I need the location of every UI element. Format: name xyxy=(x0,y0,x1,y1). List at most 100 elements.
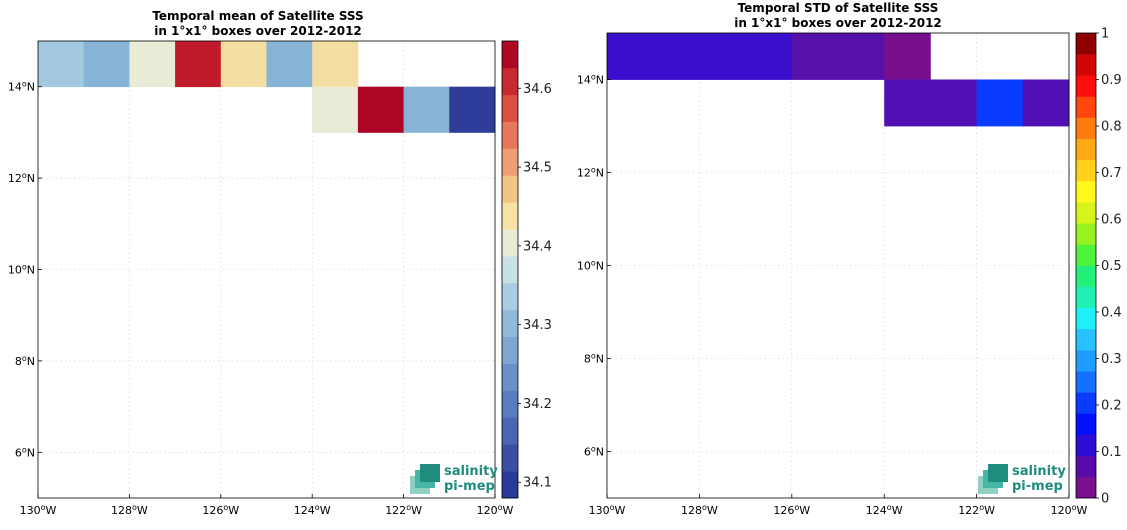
mean-map-colorbar-segment xyxy=(502,417,518,445)
std-map-cell xyxy=(699,33,746,80)
std-map-cell xyxy=(791,33,839,80)
std-map-y-tick-label: 12oN xyxy=(577,166,604,180)
mean-map-colorbar-segment xyxy=(502,309,518,338)
mean-map-cell xyxy=(357,86,404,133)
std-map-colorbar-segment xyxy=(1076,307,1096,330)
std-map-title-line1: Temporal STD of Satellite SSS xyxy=(738,1,939,15)
mean-map-y-tick-label: 12oN xyxy=(8,171,35,185)
std-map-colorbar-segment xyxy=(1076,75,1096,97)
mean-map-title-line2: in 1°x1° boxes over 2012-2012 xyxy=(154,24,362,38)
mean-map-colorbar-segment xyxy=(502,94,518,122)
std-map-colorbar-segment xyxy=(1076,265,1096,287)
std-map-colorbar-segment xyxy=(1076,286,1096,309)
std-map-cells xyxy=(607,33,1070,127)
std-map-cell xyxy=(653,33,700,80)
std-map-x-tick-label: 124oW xyxy=(866,503,903,517)
mean-map-colorbar-segment xyxy=(502,444,518,472)
mean-map-cell xyxy=(83,41,130,88)
mean-map-colorbar-segment xyxy=(502,121,518,149)
std-map-colorbar-tick-label: 0 xyxy=(1101,492,1109,507)
mean-map-colorbar-frame xyxy=(501,40,519,499)
std-map-cell xyxy=(745,33,793,80)
std-map-colorbar-segment xyxy=(1076,350,1096,372)
mean-map-colorbar-segment xyxy=(502,471,518,499)
std-map-colorbar-segment xyxy=(1076,455,1096,478)
std-map-colorbar-tick-label: 0.7 xyxy=(1101,166,1122,181)
mean-map-y-axis: 6oN 8oN 10oN 12oN 14oN xyxy=(8,80,42,459)
salinity-logo-icon xyxy=(410,464,440,494)
mean-map-x-tick-label: 128oW xyxy=(111,503,148,517)
logo-text-salinity: salinity xyxy=(444,464,498,479)
mean-map-x-tick-label: 124oW xyxy=(294,503,331,517)
std-map-colorbar-tick-label: 1 xyxy=(1101,27,1109,42)
mean-map-colorbar-segment xyxy=(502,202,518,230)
mean-map-colorbar-segment xyxy=(502,229,518,257)
std-map-colorbar-segment xyxy=(1076,159,1096,182)
mean-map-colorbar-segment xyxy=(502,363,518,391)
std-map-x-axis: 130oW 128oW 126oW 124oW 122oW 120oW xyxy=(589,494,1088,517)
std-map-colorbar-tick-label: 0.9 xyxy=(1101,73,1122,88)
mean-map-y-tick-label: 10oN xyxy=(8,263,35,277)
logo-text-salinity: salinity xyxy=(1012,464,1066,479)
mean-map-colorbar-segment xyxy=(502,256,518,284)
mean-map-colorbar-tick-label: 34.3 xyxy=(523,318,552,333)
mean-map-x-tick-label: 122oW xyxy=(385,503,422,517)
logo-text-pi-mep: pi-mep xyxy=(444,479,495,494)
mean-map-colorbar-segment xyxy=(502,67,518,96)
std-map-title-line2: in 1°x1° boxes over 2012-2012 xyxy=(734,16,942,30)
std-map-x-tick-label: 126oW xyxy=(773,503,810,517)
std-map-logo: salinity pi-mep xyxy=(978,464,1066,494)
std-map-colorbar-segment xyxy=(1076,117,1096,139)
mean-map-colorbar-tick-label: 34.5 xyxy=(523,161,552,176)
std-map-colorbar-tick-label: 0.4 xyxy=(1101,306,1122,321)
mean-map-colorbar-tick-label: 34.6 xyxy=(523,82,552,97)
mean-map-cell xyxy=(312,86,359,133)
std-map-colorbar-segment xyxy=(1076,476,1096,499)
std-map-colorbar-segment xyxy=(1076,180,1096,203)
mean-map-title-line1: Temporal mean of Satellite SSS xyxy=(152,9,363,23)
std-map-cell xyxy=(976,79,1024,127)
std-map-cell xyxy=(884,79,931,127)
mean-map-colorbar-tick-label: 34.1 xyxy=(523,476,552,491)
std-map-colorbar-segment xyxy=(1076,244,1096,266)
std-map-cell xyxy=(607,33,654,80)
mean-map-cell xyxy=(312,41,359,88)
salinity-logo-icon xyxy=(978,464,1008,494)
std-map-y-tick-label: 10oN xyxy=(577,259,604,273)
std-map-colorbar-segment xyxy=(1076,54,1096,76)
mean-map-cell xyxy=(403,86,450,133)
mean-map-y-tick-label: 6oN xyxy=(15,445,35,459)
std-map-colorbar-tick-label: 0.5 xyxy=(1101,259,1122,274)
std-map-colorbar-segment xyxy=(1076,328,1096,351)
std-map-x-tick-label: 120oW xyxy=(1051,503,1088,517)
mean-sss-map-panel: Temporal mean of Satellite SSS in 1°x1° … xyxy=(8,9,552,517)
std-map-x-tick-label: 128oW xyxy=(681,503,718,517)
std-sss-map-panel: Temporal STD of Satellite SSS in 1°x1° b… xyxy=(577,1,1122,517)
std-map-colorbar-tick-label: 0.2 xyxy=(1101,399,1122,414)
mean-map-cells xyxy=(38,41,496,133)
std-map-colorbar-segment xyxy=(1076,223,1096,245)
std-map-cell xyxy=(884,33,931,80)
mean-map-x-axis: 130oW 128oW 126oW 124oW 122oW 120oW xyxy=(20,494,514,517)
std-map-colorbar-segment xyxy=(1076,33,1096,55)
std-map-colorbar-segment xyxy=(1076,371,1096,393)
std-map-colorbar-segment xyxy=(1076,392,1096,414)
std-map-colorbar-segment xyxy=(1076,202,1096,224)
std-map-colorbar-segment xyxy=(1076,96,1096,118)
std-map-colorbar-tick-label: 0.8 xyxy=(1101,120,1122,135)
std-map-cell xyxy=(1022,79,1070,127)
std-map-x-tick-label: 122oW xyxy=(958,503,995,517)
std-map-colorbar-tick-label: 0.3 xyxy=(1101,352,1122,367)
mean-map-logo: salinity pi-mep xyxy=(410,464,498,494)
mean-map-x-tick-label: 130oW xyxy=(20,503,57,517)
std-map-colorbar-segment xyxy=(1076,413,1096,435)
mean-map-cell xyxy=(220,41,267,88)
std-map-y-axis: 6oN 8oN 10oN 12oN 14oN xyxy=(577,73,611,459)
mean-map-cell xyxy=(38,41,85,88)
std-map-colorbar-segment xyxy=(1076,138,1096,161)
std-map-cell xyxy=(838,33,885,80)
std-map-colorbar: 0 0.1 0.2 0.3 0.4 0.5 0.6 0.7 0.8 0.9 1 xyxy=(1075,27,1122,507)
mean-map-y-tick-label: 8oN xyxy=(15,354,35,368)
mean-map-x-tick-label: 126oW xyxy=(202,503,239,517)
